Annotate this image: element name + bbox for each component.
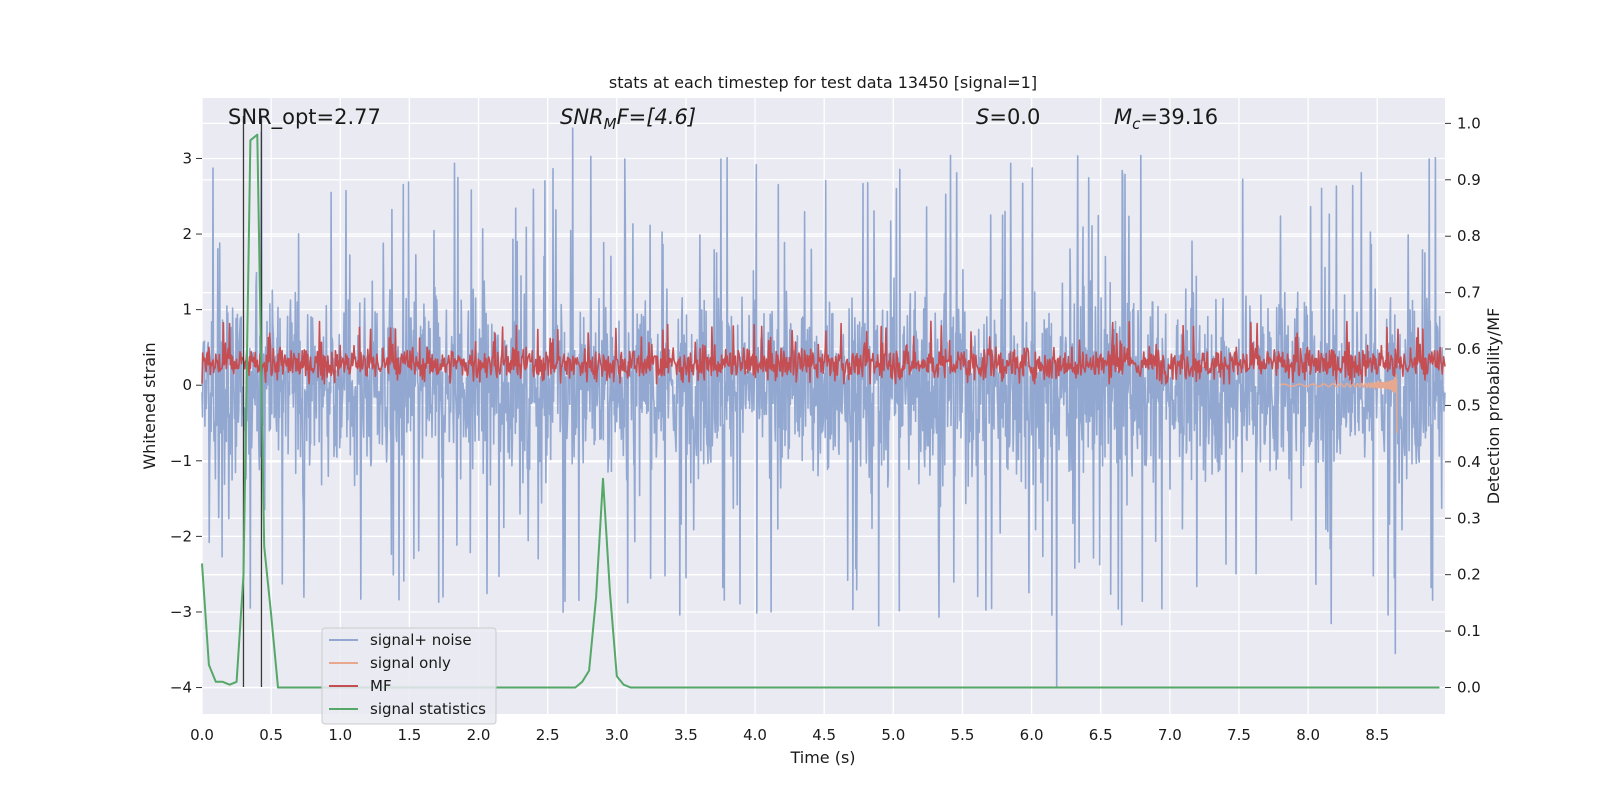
y-right-tick-label: 0.4 [1457, 453, 1481, 471]
x-tick-label: 6.0 [1020, 726, 1044, 744]
x-tick-label: 5.0 [881, 726, 905, 744]
y-right-tick-label: 0.6 [1457, 340, 1481, 358]
y-right-tick-label: 0.7 [1457, 284, 1481, 302]
annotation-s-rest: =0.0 [989, 105, 1040, 129]
x-tick-label: 5.5 [951, 726, 975, 744]
annotation-snr-opt: SNR_opt=2.77 [228, 105, 381, 130]
x-tick-label: 1.5 [397, 726, 421, 744]
x-tick-label: 0.5 [259, 726, 283, 744]
y-axis-label: Whitened strain [140, 342, 159, 469]
x-tick-label: 2.0 [467, 726, 491, 744]
y-tick-label: −2 [170, 527, 192, 545]
y-right-tick-label: 0.1 [1457, 622, 1481, 640]
x-tick-label: 3.5 [674, 726, 698, 744]
y-tick-label: 0 [182, 376, 192, 394]
x-tick-label: 7.0 [1158, 726, 1182, 744]
y-right-tick-label: 0.5 [1457, 396, 1481, 414]
y-right-tick-label: 0.9 [1457, 171, 1481, 189]
x-tick-label: 7.5 [1227, 726, 1251, 744]
x-tick-label: 4.5 [812, 726, 836, 744]
x-tick-label: 4.0 [743, 726, 767, 744]
y-right-tick-label: 0.8 [1457, 227, 1481, 245]
legend-label-signal-statistics: signal statistics [370, 700, 486, 718]
y-tick-label: 1 [182, 301, 192, 319]
x-axis-label: Time (s) [789, 748, 855, 767]
annotation-s-label: S [976, 105, 989, 129]
annotation-snr-mf-sub: M [604, 115, 617, 133]
legend-label-signal-only: signal only [370, 654, 451, 672]
y-tick-label: −3 [170, 603, 192, 621]
y-tick-label: −1 [170, 452, 192, 470]
annotation-snr-mf-label: SNR [560, 105, 604, 129]
annotation-s: S=0.0 [976, 105, 1040, 129]
annotation-snr-mf-rest: F=[4.6] [617, 105, 696, 129]
x-tick-label: 3.0 [605, 726, 629, 744]
chart-title: stats at each timestep for test data 134… [609, 73, 1037, 92]
annotation-mc: Mc=39.16 [1114, 105, 1218, 133]
legend: signal+ noise signal only MF signal stat… [322, 628, 496, 724]
y-tick-label: 3 [182, 149, 192, 167]
x-tick-label: 6.5 [1089, 726, 1113, 744]
y-right-tick-label: 1.0 [1457, 114, 1481, 132]
y-right-tick-label: 0.0 [1457, 678, 1481, 696]
x-tick-label: 8.0 [1296, 726, 1320, 744]
annotation-mc-rest: =39.16 [1140, 105, 1218, 129]
y-axis-right-label: Detection probability/MF [1484, 308, 1503, 505]
x-tick-label: 0.0 [190, 726, 214, 744]
annotation-mc-label: M [1114, 105, 1132, 129]
y-right-tick-label: 0.3 [1457, 509, 1481, 527]
y-right-tick-label: 0.2 [1457, 566, 1481, 584]
legend-label-mf: MF [370, 677, 392, 695]
x-tick-label: 1.0 [328, 726, 352, 744]
x-tick-label: 8.5 [1365, 726, 1389, 744]
annotation-snr-mf: SNRMF=[4.6] [560, 105, 696, 133]
legend-label-signal-noise: signal+ noise [370, 631, 472, 649]
x-tick-label: 2.5 [536, 726, 560, 744]
y-tick-label: −4 [170, 679, 192, 697]
y-tick-label: 2 [182, 225, 192, 243]
